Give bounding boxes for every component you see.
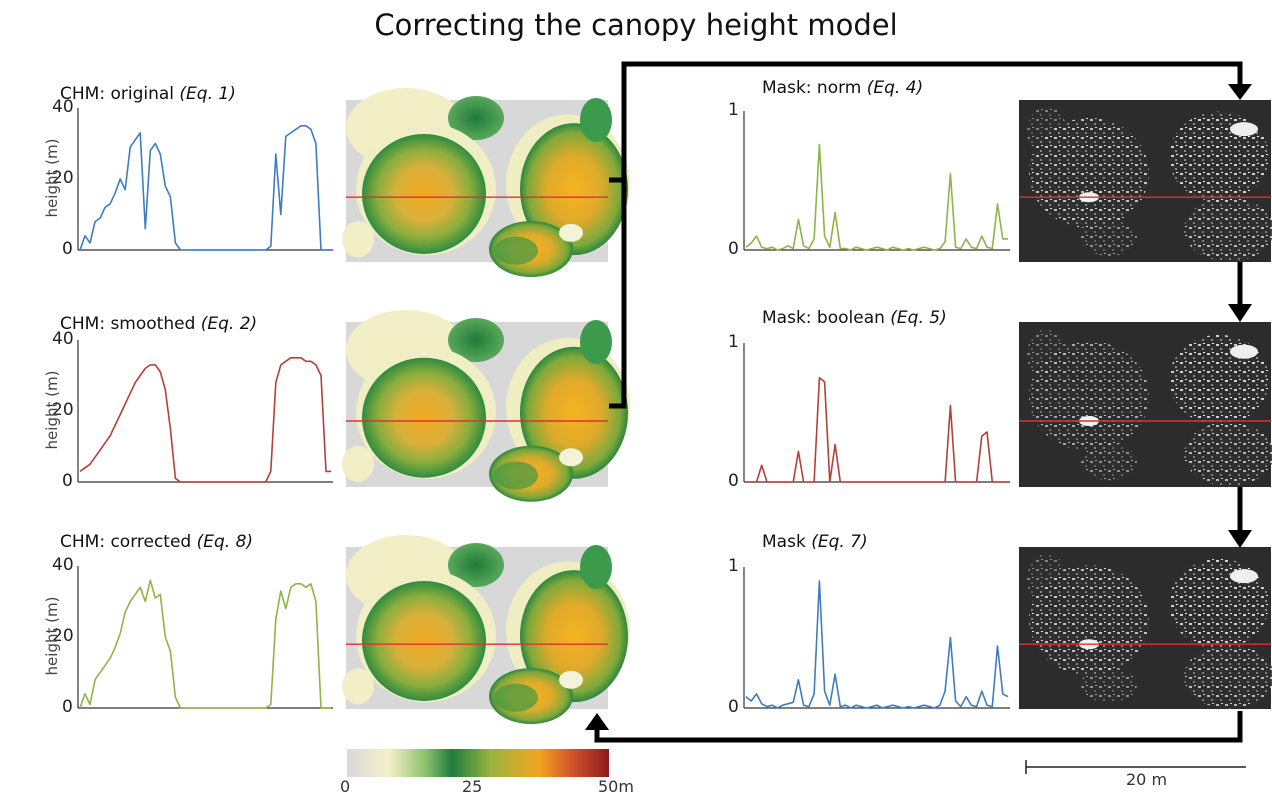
colorbar-tick-25: 25 [462,777,483,796]
arrowhead-mask [1228,530,1252,548]
mask-boolean-title: Mask: boolean (Eq. 5) [762,308,947,328]
mask-norm-plot [743,111,1010,251]
arrowhead-corrected [585,713,609,730]
arrow-original-to-norm [609,61,1243,183]
chm-original-plot [77,108,333,251]
chm-original-map [342,88,630,278]
chm-smoothed-series-line [79,357,331,483]
scale-bar-label: 20 m [1126,770,1168,789]
chm-original-ylabel: height (m) [43,138,61,218]
chm-original-series-line [79,125,331,251]
mask-norm-ytick-1: 1 [728,100,739,120]
mask-final-plot [743,567,1010,709]
chm-corrected-series-line [79,579,331,709]
chm-original-title-text: CHM: original [60,84,180,104]
chm-smoothed-title-text: CHM: smoothed [60,314,201,334]
mask-boolean-title-eq: (Eq. 5) [890,308,947,328]
arrowhead-boolean [1228,304,1252,322]
chm-original-title-eq: (Eq. 1) [179,84,236,104]
mask-final-title-eq: (Eq. 7) [811,532,868,552]
mask-final-title: Mask (Eq. 7) [762,532,868,552]
mask-norm-series-line [745,143,1008,251]
chm-original-ytick-40: 40 [52,97,74,117]
chm-smoothed-ytick-20: 20 [52,400,74,420]
colorbar-tick-50m: 50m [598,777,634,796]
mask-norm-title-text: Mask: norm [762,78,867,98]
mask-boolean-map [1019,322,1272,487]
chm-smoothed-map [342,310,630,502]
mask-boolean-title-text: Mask: boolean [762,308,891,328]
arrowhead-norm [1228,84,1252,100]
scale-bar [1025,760,1246,774]
mask-norm-ytick-0: 0 [728,239,739,259]
mask-norm-title: Mask: norm (Eq. 4) [762,78,923,98]
flow-arrows [585,61,1252,743]
mask-boolean-ytick-1: 1 [728,332,739,352]
chm-smoothed-title-eq: (Eq. 2) [200,314,258,334]
chm-corrected-plot [77,566,333,709]
mask-boolean-ytick-0: 0 [728,471,739,491]
chm-smoothed-title: CHM: smoothed (Eq. 2) [60,314,257,334]
chm-smoothed-ytick-40: 40 [52,329,74,349]
chm-original-title: CHM: original (Eq. 1) [60,84,236,104]
chm-smoothed-ytick-0: 0 [62,471,73,491]
figure-title: Correcting the canopy height model [374,8,898,42]
chm-original-ytick-0: 0 [62,239,73,259]
chm-corrected-ylabel: height (m) [43,596,61,676]
arrow-mask-to-corrected [594,711,1243,743]
colorbar [347,749,609,777]
chm-corrected-title-text: CHM: corrected [60,532,197,552]
chm-smoothed-plot [77,340,333,483]
mask-final-ytick-1: 1 [728,556,739,576]
chm-corrected-map [342,535,630,725]
mask-boolean-series-line [746,377,1008,483]
mask-final-title-text: Mask [762,532,812,552]
chm-smoothed-ylabel: height (m) [43,370,61,450]
chm-corrected-ytick-40: 40 [52,555,74,575]
chm-corrected-title-eq: (Eq. 8) [196,532,254,552]
mask-final-series-line [745,580,1009,709]
mask-final-map [1019,547,1272,709]
mask-norm-title-eq: (Eq. 4) [866,78,924,98]
mask-norm-map [1019,100,1272,262]
colorbar-tick-0: 0 [340,777,351,796]
chm-corrected-ytick-20: 20 [52,626,74,646]
chm-corrected-ytick-0: 0 [62,697,73,717]
mask-boolean-plot [743,343,1010,483]
mask-final-ytick-0: 0 [728,697,739,717]
chm-original-ytick-20: 20 [52,168,74,188]
chm-corrected-title: CHM: corrected (Eq. 8) [60,532,253,552]
